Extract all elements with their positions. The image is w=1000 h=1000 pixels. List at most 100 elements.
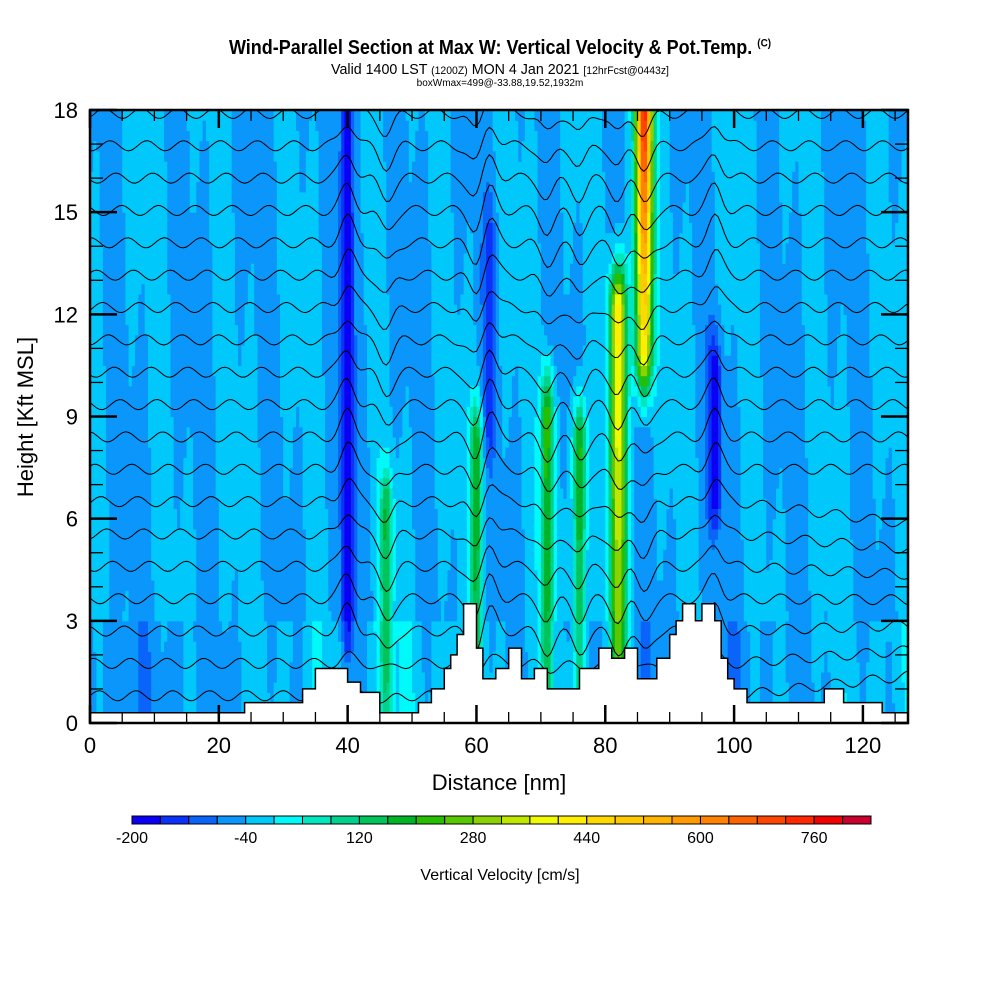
field-cell bbox=[309, 140, 313, 152]
field-cell bbox=[228, 283, 233, 295]
field-cell bbox=[325, 477, 329, 489]
field-cell bbox=[331, 498, 336, 509]
field-cell bbox=[151, 641, 155, 653]
field-cell bbox=[257, 610, 262, 622]
field-cell bbox=[296, 661, 300, 673]
field-cell bbox=[90, 324, 94, 336]
field-cell bbox=[280, 375, 284, 387]
field-cell bbox=[231, 416, 236, 428]
field-cell bbox=[186, 702, 191, 714]
field-cell bbox=[193, 600, 197, 612]
field-cell bbox=[157, 232, 162, 244]
field-cell bbox=[347, 498, 352, 509]
field-cell bbox=[234, 171, 239, 183]
field-cell bbox=[318, 365, 323, 377]
field-cell bbox=[122, 263, 126, 274]
field-cell bbox=[109, 110, 114, 121]
field-cell bbox=[148, 436, 152, 448]
field-cell bbox=[238, 222, 242, 234]
field-cell bbox=[296, 355, 300, 366]
field-cell bbox=[270, 314, 275, 326]
field-cell bbox=[180, 488, 184, 499]
field-cell bbox=[312, 467, 316, 479]
field-cell bbox=[199, 201, 204, 213]
field-cell bbox=[267, 518, 271, 530]
field-cell bbox=[321, 549, 326, 561]
field-cell bbox=[99, 385, 104, 397]
field-cell bbox=[183, 150, 188, 162]
field-cell bbox=[109, 620, 114, 632]
field-cell bbox=[189, 161, 194, 172]
field-cell bbox=[315, 559, 320, 571]
field-cell bbox=[321, 181, 326, 193]
field-cell bbox=[205, 222, 210, 234]
field-cell bbox=[202, 406, 207, 418]
field-cell bbox=[106, 580, 110, 591]
field-cell bbox=[193, 590, 197, 601]
field-cell bbox=[225, 508, 230, 520]
field-cell bbox=[106, 620, 110, 632]
field-cell bbox=[305, 150, 310, 162]
field-cell bbox=[286, 426, 291, 438]
field-cell bbox=[244, 222, 249, 234]
field-cell bbox=[122, 508, 126, 520]
field-cell bbox=[125, 457, 130, 469]
field-cell bbox=[238, 692, 242, 704]
field-cell bbox=[177, 580, 181, 591]
field-cell bbox=[167, 130, 172, 142]
field-cell bbox=[241, 651, 246, 663]
field-cell bbox=[344, 385, 349, 397]
field-cell bbox=[170, 253, 175, 264]
field-cell bbox=[276, 671, 281, 683]
field-cell bbox=[350, 181, 355, 193]
field-cell bbox=[141, 528, 146, 540]
field-cell bbox=[318, 467, 323, 479]
field-cell bbox=[196, 334, 201, 346]
field-cell bbox=[263, 201, 268, 213]
field-cell bbox=[267, 273, 271, 285]
field-cell bbox=[164, 549, 168, 561]
field-cell bbox=[189, 549, 194, 561]
field-cell bbox=[341, 416, 345, 428]
field-cell bbox=[173, 671, 178, 683]
field-cell bbox=[96, 610, 101, 622]
field-cell bbox=[112, 324, 117, 336]
field-cell bbox=[354, 171, 358, 183]
field-cell bbox=[205, 110, 210, 121]
field-cell bbox=[228, 181, 233, 193]
field-cell bbox=[164, 508, 168, 520]
field-cell bbox=[334, 488, 339, 499]
field-cell bbox=[321, 528, 326, 540]
field-cell bbox=[183, 539, 188, 550]
field-cell bbox=[254, 641, 258, 653]
field-cell bbox=[135, 273, 139, 285]
field-cell bbox=[276, 610, 281, 622]
field-cell bbox=[251, 253, 255, 264]
field-cell bbox=[276, 120, 281, 131]
field-cell bbox=[318, 661, 323, 673]
field-cell bbox=[312, 171, 316, 183]
field-cell bbox=[238, 426, 242, 438]
field-cell bbox=[128, 692, 133, 704]
field-cell bbox=[251, 365, 255, 377]
field-cell bbox=[128, 426, 133, 438]
field-cell bbox=[183, 242, 188, 254]
field-cell bbox=[334, 610, 339, 622]
field-cell bbox=[270, 191, 275, 203]
field-cell bbox=[180, 181, 184, 193]
field-cell bbox=[241, 345, 246, 356]
field-cell bbox=[283, 447, 287, 458]
field-cell bbox=[135, 324, 139, 336]
field-cell bbox=[131, 232, 136, 244]
field-cell bbox=[234, 222, 239, 234]
field-cell bbox=[128, 702, 133, 714]
field-cell bbox=[138, 263, 143, 274]
field-cell bbox=[231, 161, 236, 172]
field-cell bbox=[202, 416, 207, 428]
field-cell bbox=[99, 416, 104, 428]
field-cell bbox=[254, 181, 258, 193]
field-cell bbox=[302, 467, 307, 479]
field-cell bbox=[202, 518, 207, 530]
field-cell bbox=[167, 355, 172, 366]
field-cell bbox=[115, 508, 120, 520]
